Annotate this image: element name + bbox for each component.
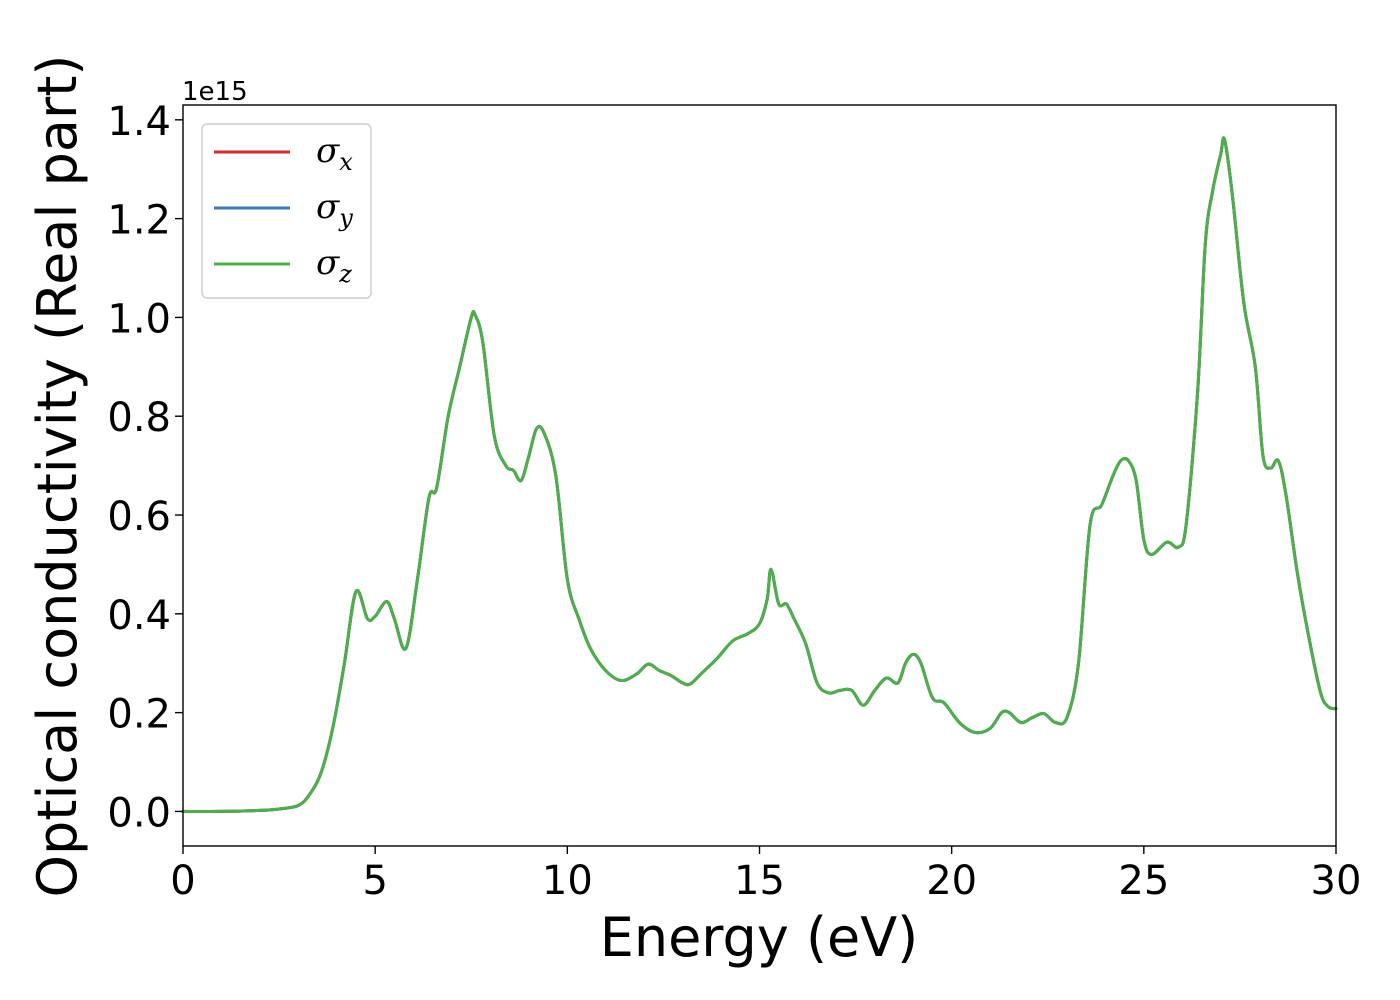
legend-symbol: σ: [316, 243, 340, 283]
y-tick-label: 0.4: [107, 593, 171, 639]
y-tick-label: 0.8: [107, 395, 171, 441]
x-tick-label: 30: [1311, 858, 1362, 904]
y-tick-label: 1.2: [107, 198, 171, 244]
x-tick-label: 5: [362, 858, 387, 904]
legend-subscript: y: [338, 204, 353, 232]
legend-symbol: σ: [316, 131, 340, 171]
series-line-sigma-z: [181, 136, 1338, 813]
legend-subscript: x: [339, 148, 353, 176]
x-axis: 0 5 10 15 20 25 30: [170, 846, 1361, 904]
y-tick-label: 0.6: [107, 494, 171, 540]
legend-symbol: σ: [316, 187, 340, 227]
plot-area: [183, 105, 1336, 846]
x-axis-title: Energy (eV): [600, 906, 919, 969]
series-layer: [181, 136, 1338, 813]
legend-box: [201, 123, 372, 299]
y-offset-label: 1e15: [182, 77, 248, 107]
x-tick-label: 25: [1118, 858, 1169, 904]
y-tick-label: 1.0: [107, 296, 171, 342]
legend-label-sigma-x: σx: [316, 131, 353, 176]
y-tick-label: 1.4: [107, 99, 171, 145]
legend-label-sigma-y: σy: [316, 187, 353, 232]
y-tick-label: 0.0: [107, 790, 171, 836]
y-axis: 0.0 0.2 0.4 0.6 0.8 1.0 1.2 1.4: [107, 99, 183, 836]
legend-subscript: z: [338, 260, 352, 288]
legend-label-sigma-z: σz: [316, 243, 352, 288]
x-tick-label: 0: [170, 858, 195, 904]
x-tick-label: 10: [542, 858, 593, 904]
x-tick-label: 15: [734, 858, 785, 904]
y-tick-label: 0.2: [107, 692, 171, 738]
y-axis-title: Optical conductivity (Real part): [26, 55, 89, 898]
x-tick-label: 20: [926, 858, 977, 904]
